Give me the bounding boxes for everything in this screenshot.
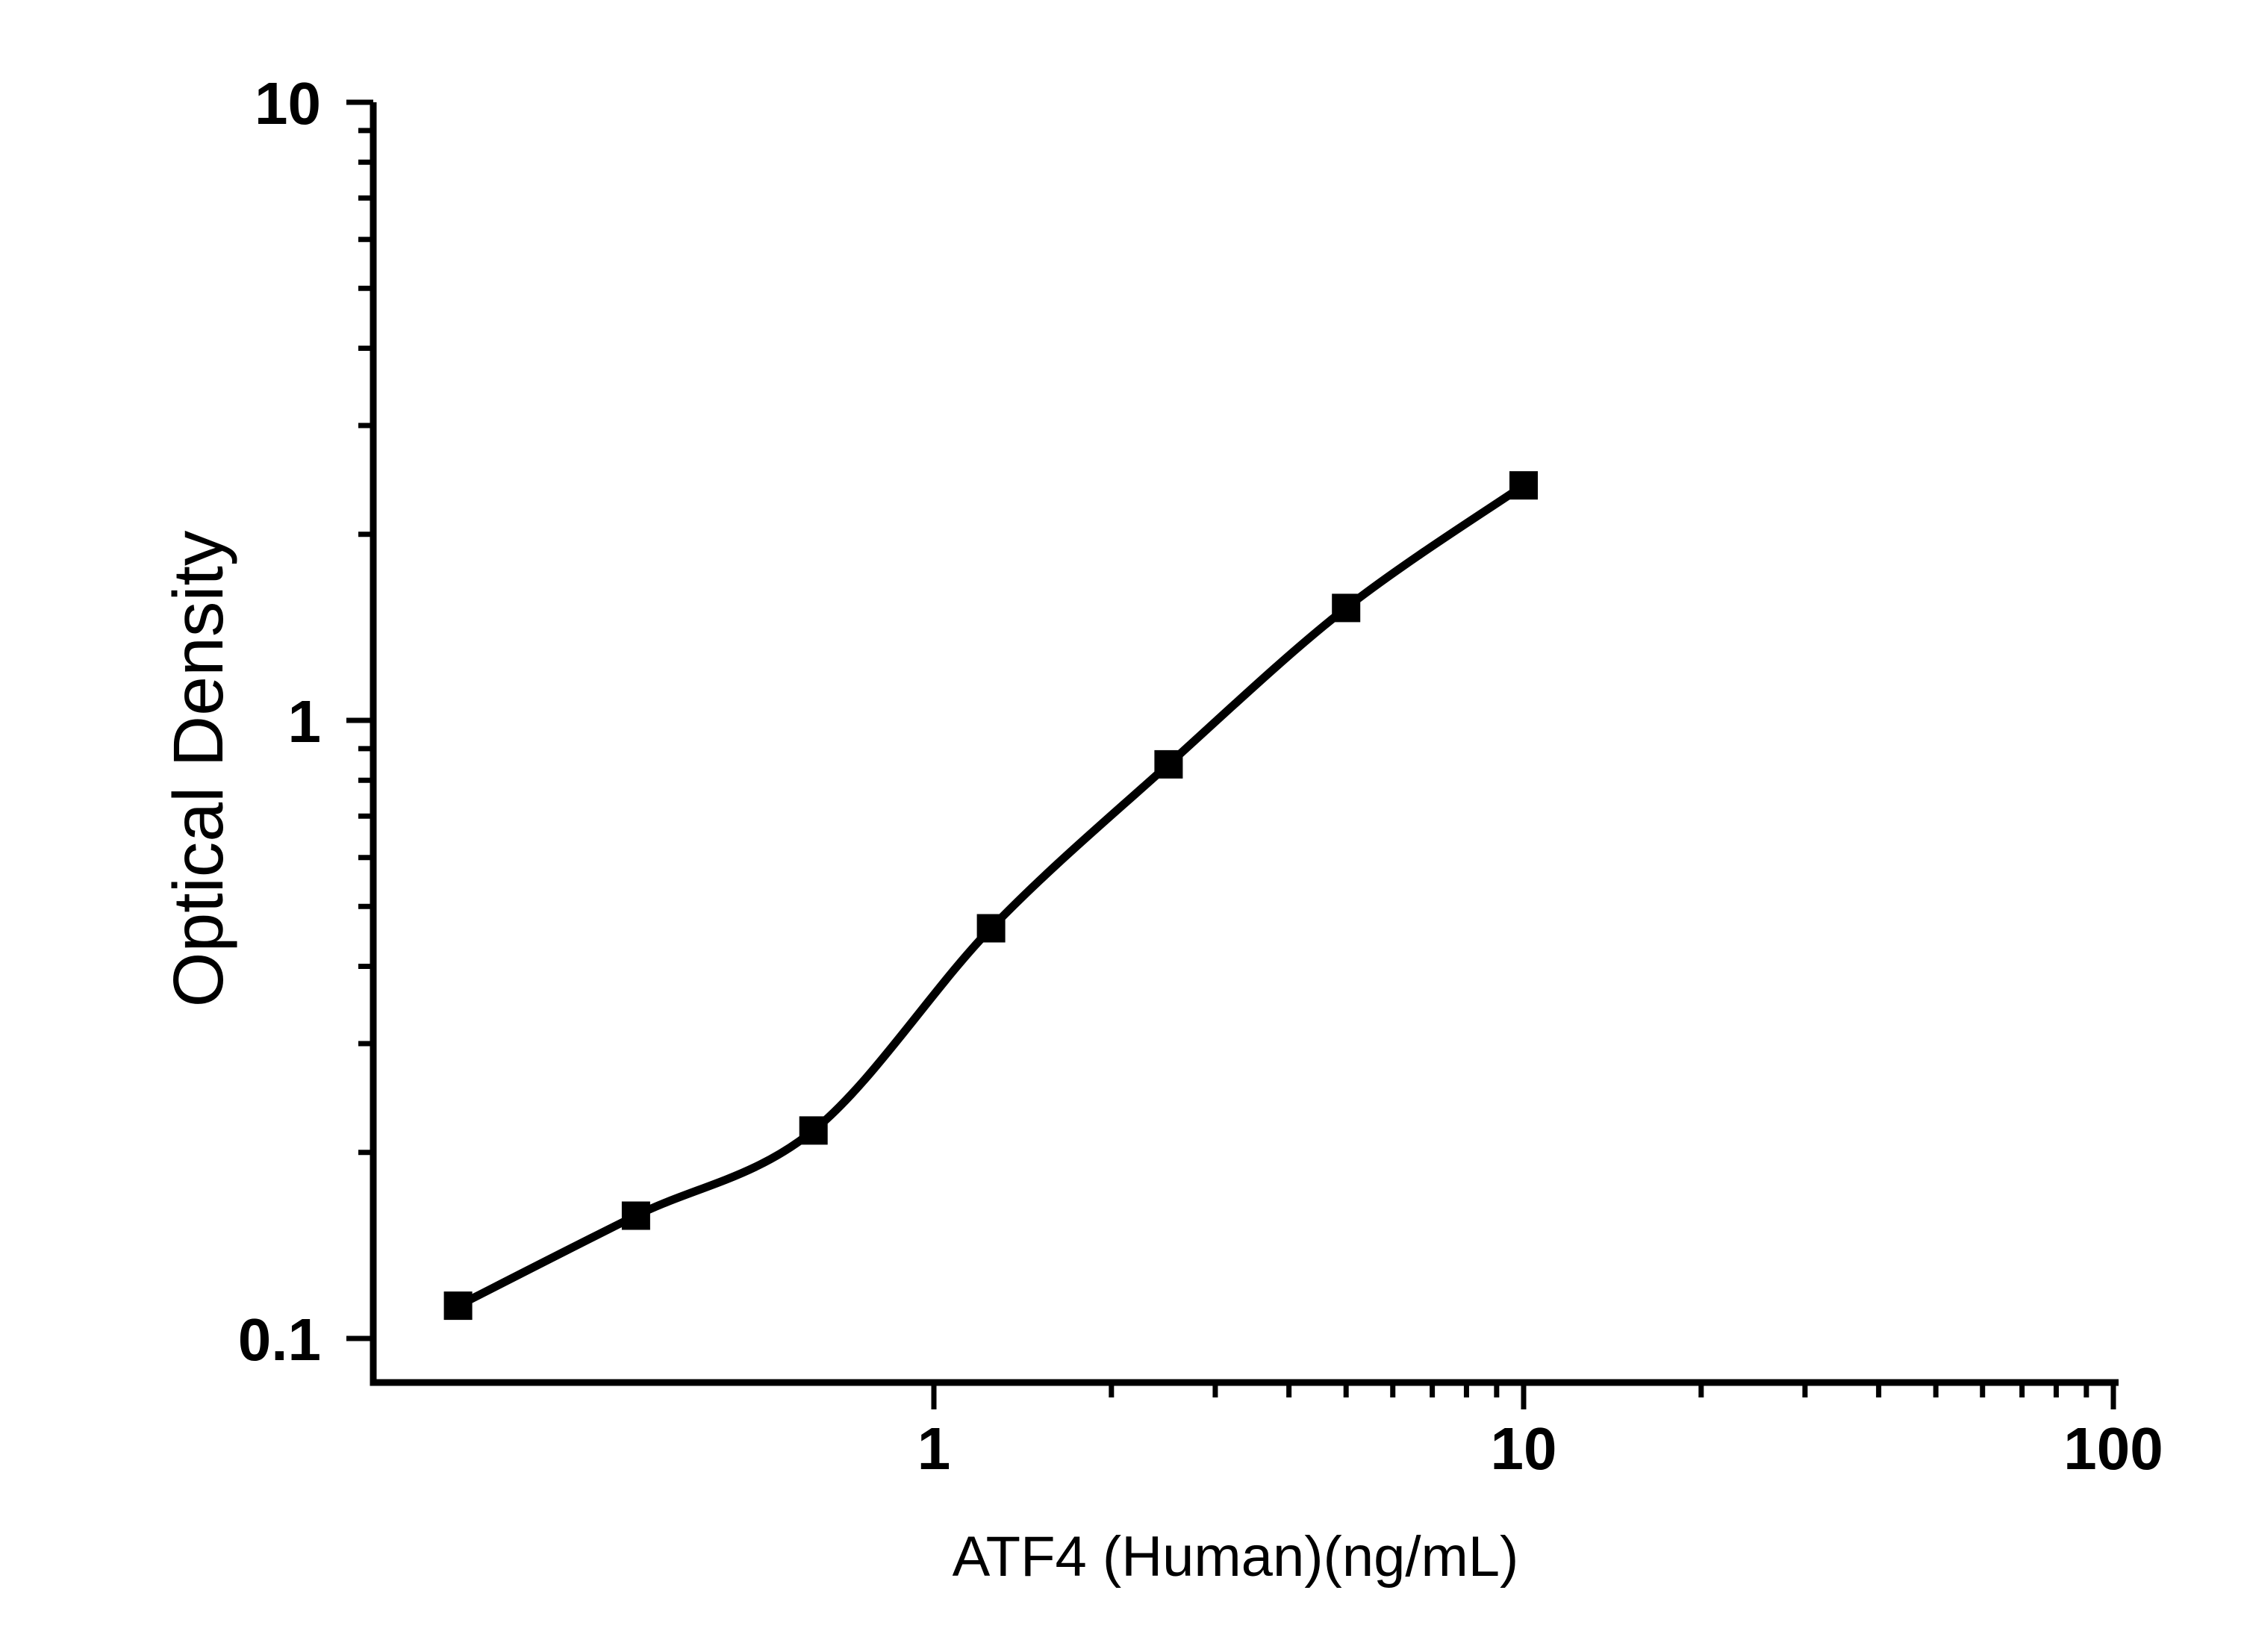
x-tick-label: 1	[917, 1415, 951, 1482]
data-point-1	[443, 1291, 473, 1321]
fit-curve-layer	[456, 481, 1527, 1310]
tick-labels-layer: 1 10 100 0.1 1 10	[238, 70, 2163, 1482]
y-tick-label: 10	[255, 70, 321, 137]
data-point-2	[621, 1201, 650, 1230]
axis-line	[370, 102, 2119, 1386]
data-point-7	[1509, 471, 1538, 500]
fit-curve	[456, 481, 1527, 1310]
data-point-6	[1332, 593, 1361, 623]
x-tick-label: 10	[1491, 1415, 1557, 1482]
x-axis-title: ATF4 (Human)(ng/mL)	[953, 1525, 1519, 1589]
y-axis-title: Optical Density	[159, 530, 238, 1007]
data-points-layer	[443, 471, 1538, 1321]
data-point-5	[1154, 749, 1183, 779]
data-point-3	[799, 1116, 828, 1145]
y-tick-label: 0.1	[238, 1306, 321, 1373]
ticks-layer	[346, 99, 2116, 1409]
x-tick-label: 100	[2063, 1415, 2163, 1482]
data-point-4	[976, 914, 1006, 943]
y-tick-label: 1	[288, 688, 322, 755]
axes-layer	[370, 102, 2119, 1386]
